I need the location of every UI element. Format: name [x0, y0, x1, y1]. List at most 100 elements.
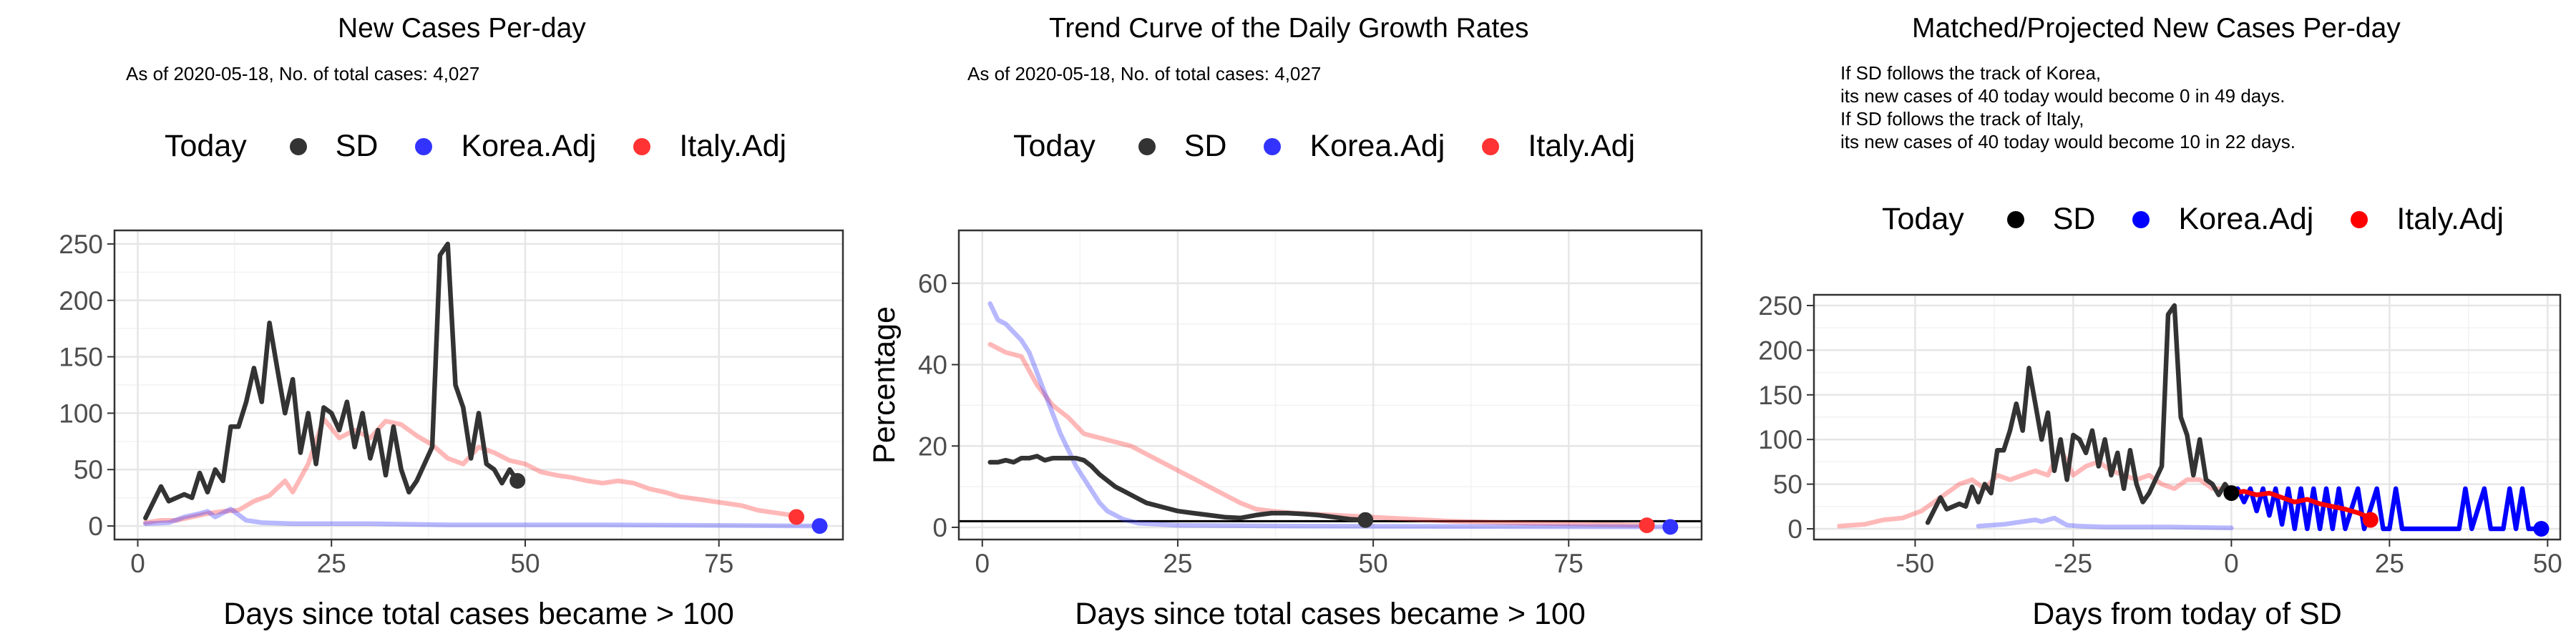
today-point-korea-adj — [811, 518, 828, 535]
y-tick-label: 150 — [1758, 381, 1802, 410]
chart-title: Trend Curve of the Daily Growth Rates — [1049, 13, 1529, 44]
y-tick-label: 100 — [1758, 425, 1802, 454]
panel-new-cases: New Cases Per-day As of 2020-05-18, No. … — [0, 0, 859, 644]
legend-dot-sd — [289, 137, 307, 155]
chart-subtitle: As of 2020-05-18, No. of total cases: 4,… — [126, 63, 480, 84]
y-tick-label: 200 — [1758, 336, 1802, 365]
legend-label-italy: Italy.Adj — [679, 129, 787, 163]
legend-item-italy: Italy.Adj — [2351, 202, 2504, 237]
legend-label-sd: SD — [1184, 129, 1227, 163]
y-tick-label: 40 — [918, 351, 947, 380]
legend-label-korea: Korea.Adj — [461, 129, 597, 163]
legend-label-italy: Italy.Adj — [2396, 202, 2504, 236]
series-line-korea-adj — [143, 507, 822, 529]
y-tick-label: 0 — [932, 513, 947, 542]
series-line-italy-adj — [143, 416, 799, 525]
x-tick-label: 0 — [975, 549, 990, 578]
x-axis-label: Days since total cases became > 100 — [1075, 597, 1585, 631]
plot-border — [1813, 293, 2562, 541]
x-tick-label: 50 — [510, 549, 540, 578]
x-tick-label: -50 — [1896, 549, 1934, 578]
legend-item-korea: Korea.Adj — [415, 129, 596, 164]
x-tick-label: 25 — [2375, 549, 2404, 578]
legend-dot-sd — [2006, 210, 2024, 228]
legend: Today SD Korea.Adj Italy.Adj — [165, 129, 824, 164]
series-line-korea-adj — [987, 301, 1673, 530]
y-tick-label: 100 — [59, 399, 103, 428]
legend-label-korea: Korea.Adj — [2178, 202, 2314, 236]
projection-note-line: its new cases of 40 today would become 1… — [1840, 131, 2296, 152]
today-point-sd — [509, 473, 526, 489]
y-axis-label: Percentage — [867, 306, 902, 464]
series-line-italy-adj-projected — [2229, 489, 2373, 522]
y-tick-label: 60 — [918, 269, 947, 298]
projection-notes: If SD follows the track of Korea, its ne… — [1840, 62, 2296, 153]
x-tick-label: -25 — [2054, 549, 2092, 578]
legend-dot-italy — [1482, 137, 1500, 155]
chart-projected-cases: -50 -25 0 25 50 0 50 100 150 200 250 Days from toda… — [1758, 291, 2562, 631]
series-line-korea-adj-projected — [2229, 486, 2544, 532]
x-tick-label: 50 — [1359, 549, 1388, 578]
x-tick-label: 0 — [2224, 549, 2239, 578]
series-line-sd — [1925, 303, 2234, 525]
series-line-sd — [143, 241, 520, 521]
series-line-sd — [987, 454, 1368, 522]
series-line-italy-adj — [987, 341, 1649, 528]
projection-note-line: If SD follows the track of Italy, — [1840, 108, 2084, 130]
plot-border — [957, 229, 1703, 541]
legend-item-korea: Korea.Adj — [1264, 129, 1445, 164]
today-point-italy-adj — [1639, 517, 1655, 534]
today-point-italy-adj — [789, 509, 805, 525]
today-point-korea-adj — [2533, 521, 2550, 537]
chart-subtitle: As of 2020-05-18, No. of total cases: 4,… — [967, 63, 1322, 84]
series-line-italy-adj — [1837, 446, 2228, 529]
legend-dot-korea — [1264, 137, 1282, 155]
y-tick-label: 50 — [1773, 470, 1802, 499]
legend-item-sd: SD — [289, 129, 379, 164]
legend-label-korea: Korea.Adj — [1309, 129, 1445, 163]
y-tick-label: 150 — [59, 343, 103, 372]
today-point-sd — [2223, 485, 2240, 502]
projection-note-line: its new cases of 40 today would become 0… — [1840, 85, 2285, 107]
panel-growth-rates: Trend Curve of the Daily Growth Rates As… — [859, 0, 1717, 644]
chart-title: Matched/Projected New Cases Per-day — [1912, 13, 2401, 44]
legend-label-italy: Italy.Adj — [1528, 129, 1636, 163]
legend-item-italy: Italy.Adj — [633, 129, 786, 164]
x-tick-label: 50 — [2533, 549, 2562, 578]
x-tick-label: 25 — [1163, 549, 1192, 578]
legend: Today SD Korea.Adj Italy.Adj — [1013, 129, 1672, 164]
legend-dot-italy — [2351, 210, 2368, 228]
legend-dot-korea — [415, 137, 433, 155]
today-point-korea-adj — [1662, 519, 1679, 535]
legend-item-sd: SD — [1138, 129, 1227, 164]
x-tick-label: 75 — [704, 549, 733, 578]
legend-item-korea: Korea.Adj — [2132, 202, 2313, 237]
legend-label-sd: SD — [2052, 202, 2096, 236]
y-tick-label: 50 — [74, 455, 103, 484]
x-tick-label: 25 — [317, 549, 346, 578]
today-point-sd — [1357, 512, 1374, 528]
y-tick-label: 250 — [1758, 291, 1802, 321]
x-tick-label: 75 — [1554, 549, 1584, 578]
legend: Today SD Korea.Adj Italy.Adj — [1882, 202, 2541, 237]
x-tick-label: 0 — [130, 549, 145, 578]
legend-item-italy: Italy.Adj — [1482, 129, 1635, 164]
y-tick-label: 250 — [59, 230, 103, 259]
series-line-korea-adj — [1976, 515, 2234, 531]
legend-dot-korea — [2132, 210, 2150, 228]
y-tick-label: 20 — [918, 431, 947, 461]
y-tick-label: 0 — [1787, 514, 1802, 544]
panel-projected-cases: Matched/Projected New Cases Per-day If S… — [1717, 0, 2576, 644]
projection-note-line: If SD follows the track of Korea, — [1840, 62, 2102, 84]
legend-label-sd: SD — [335, 129, 379, 163]
legend-dot-italy — [633, 137, 651, 155]
y-tick-label: 0 — [88, 512, 103, 541]
legend-title: Today — [1013, 129, 1096, 163]
legend-title: Today — [165, 129, 247, 163]
chart-title: New Cases Per-day — [338, 13, 586, 44]
y-tick-label: 200 — [59, 286, 103, 316]
legend-dot-sd — [1138, 137, 1156, 155]
legend-title: Today — [1882, 202, 1964, 236]
today-point-italy-adj — [2362, 512, 2379, 528]
x-axis-label: Days from today of SD — [2032, 597, 2342, 631]
